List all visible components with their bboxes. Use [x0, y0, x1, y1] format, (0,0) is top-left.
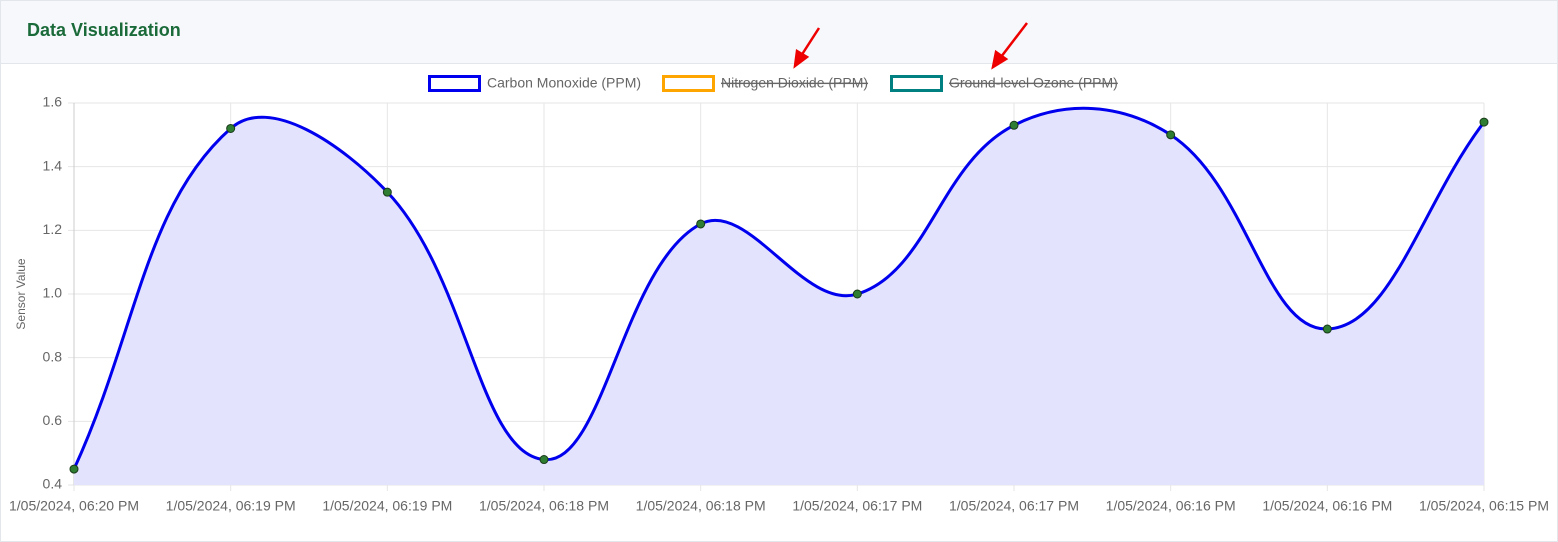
arrow-head [991, 49, 1009, 70]
legend-swatch [428, 75, 481, 92]
y-axis-title: Sensor Value [14, 258, 28, 329]
x-tick-label: 1/05/2024, 06:20 PM [9, 498, 139, 514]
y-tick-label: 0.8 [43, 348, 63, 364]
point [1009, 120, 1019, 130]
y-tick-label: 1.0 [43, 285, 63, 301]
x-tick-label: 1/05/2024, 06:18 PM [636, 498, 766, 514]
point [852, 289, 862, 299]
legend-swatch [890, 75, 943, 92]
y-tick-label: 0.6 [43, 412, 63, 428]
x-tick-label: 1/05/2024, 06:16 PM [1262, 498, 1392, 514]
area [74, 108, 1484, 486]
y-tick-label: 1.6 [43, 94, 63, 110]
annotation-arrows [793, 22, 1028, 70]
y-tick-label: 0.4 [43, 476, 63, 492]
legend-label: Ground-level Ozone (PPM) [949, 75, 1118, 91]
point [539, 455, 549, 465]
arrow [799, 27, 821, 57]
line [72, 106, 1486, 470]
legend-label: Nitrogen Dioxide (PPM) [721, 75, 868, 91]
point [382, 187, 392, 197]
point [1322, 324, 1332, 334]
legend-label: Carbon Monoxide (PPM) [487, 75, 641, 91]
point [226, 123, 236, 133]
point [696, 219, 706, 229]
arrow-head [793, 48, 810, 69]
x-tick-label: 1/05/2024, 06:17 PM [949, 498, 1079, 514]
x-tick-label: 1/05/2024, 06:15 PM [1419, 498, 1549, 514]
y-tick-label: 1.4 [43, 157, 63, 173]
point [69, 464, 79, 474]
point [1166, 130, 1176, 140]
x-tick-label: 1/05/2024, 06:19 PM [322, 498, 452, 514]
arrow [1000, 22, 1028, 58]
card-title: Data Visualization [27, 20, 181, 40]
y-tick-label: 1.2 [43, 221, 63, 237]
card-header: Data Visualization [1, 1, 1557, 64]
x-tick-label: 1/05/2024, 06:16 PM [1106, 498, 1236, 514]
x-tick-label: 1/05/2024, 06:18 PM [479, 498, 609, 514]
x-tick-label: 1/05/2024, 06:19 PM [166, 498, 296, 514]
point [1479, 117, 1489, 127]
legend-swatch [662, 75, 715, 92]
x-tick-label: 1/05/2024, 06:17 PM [792, 498, 922, 514]
